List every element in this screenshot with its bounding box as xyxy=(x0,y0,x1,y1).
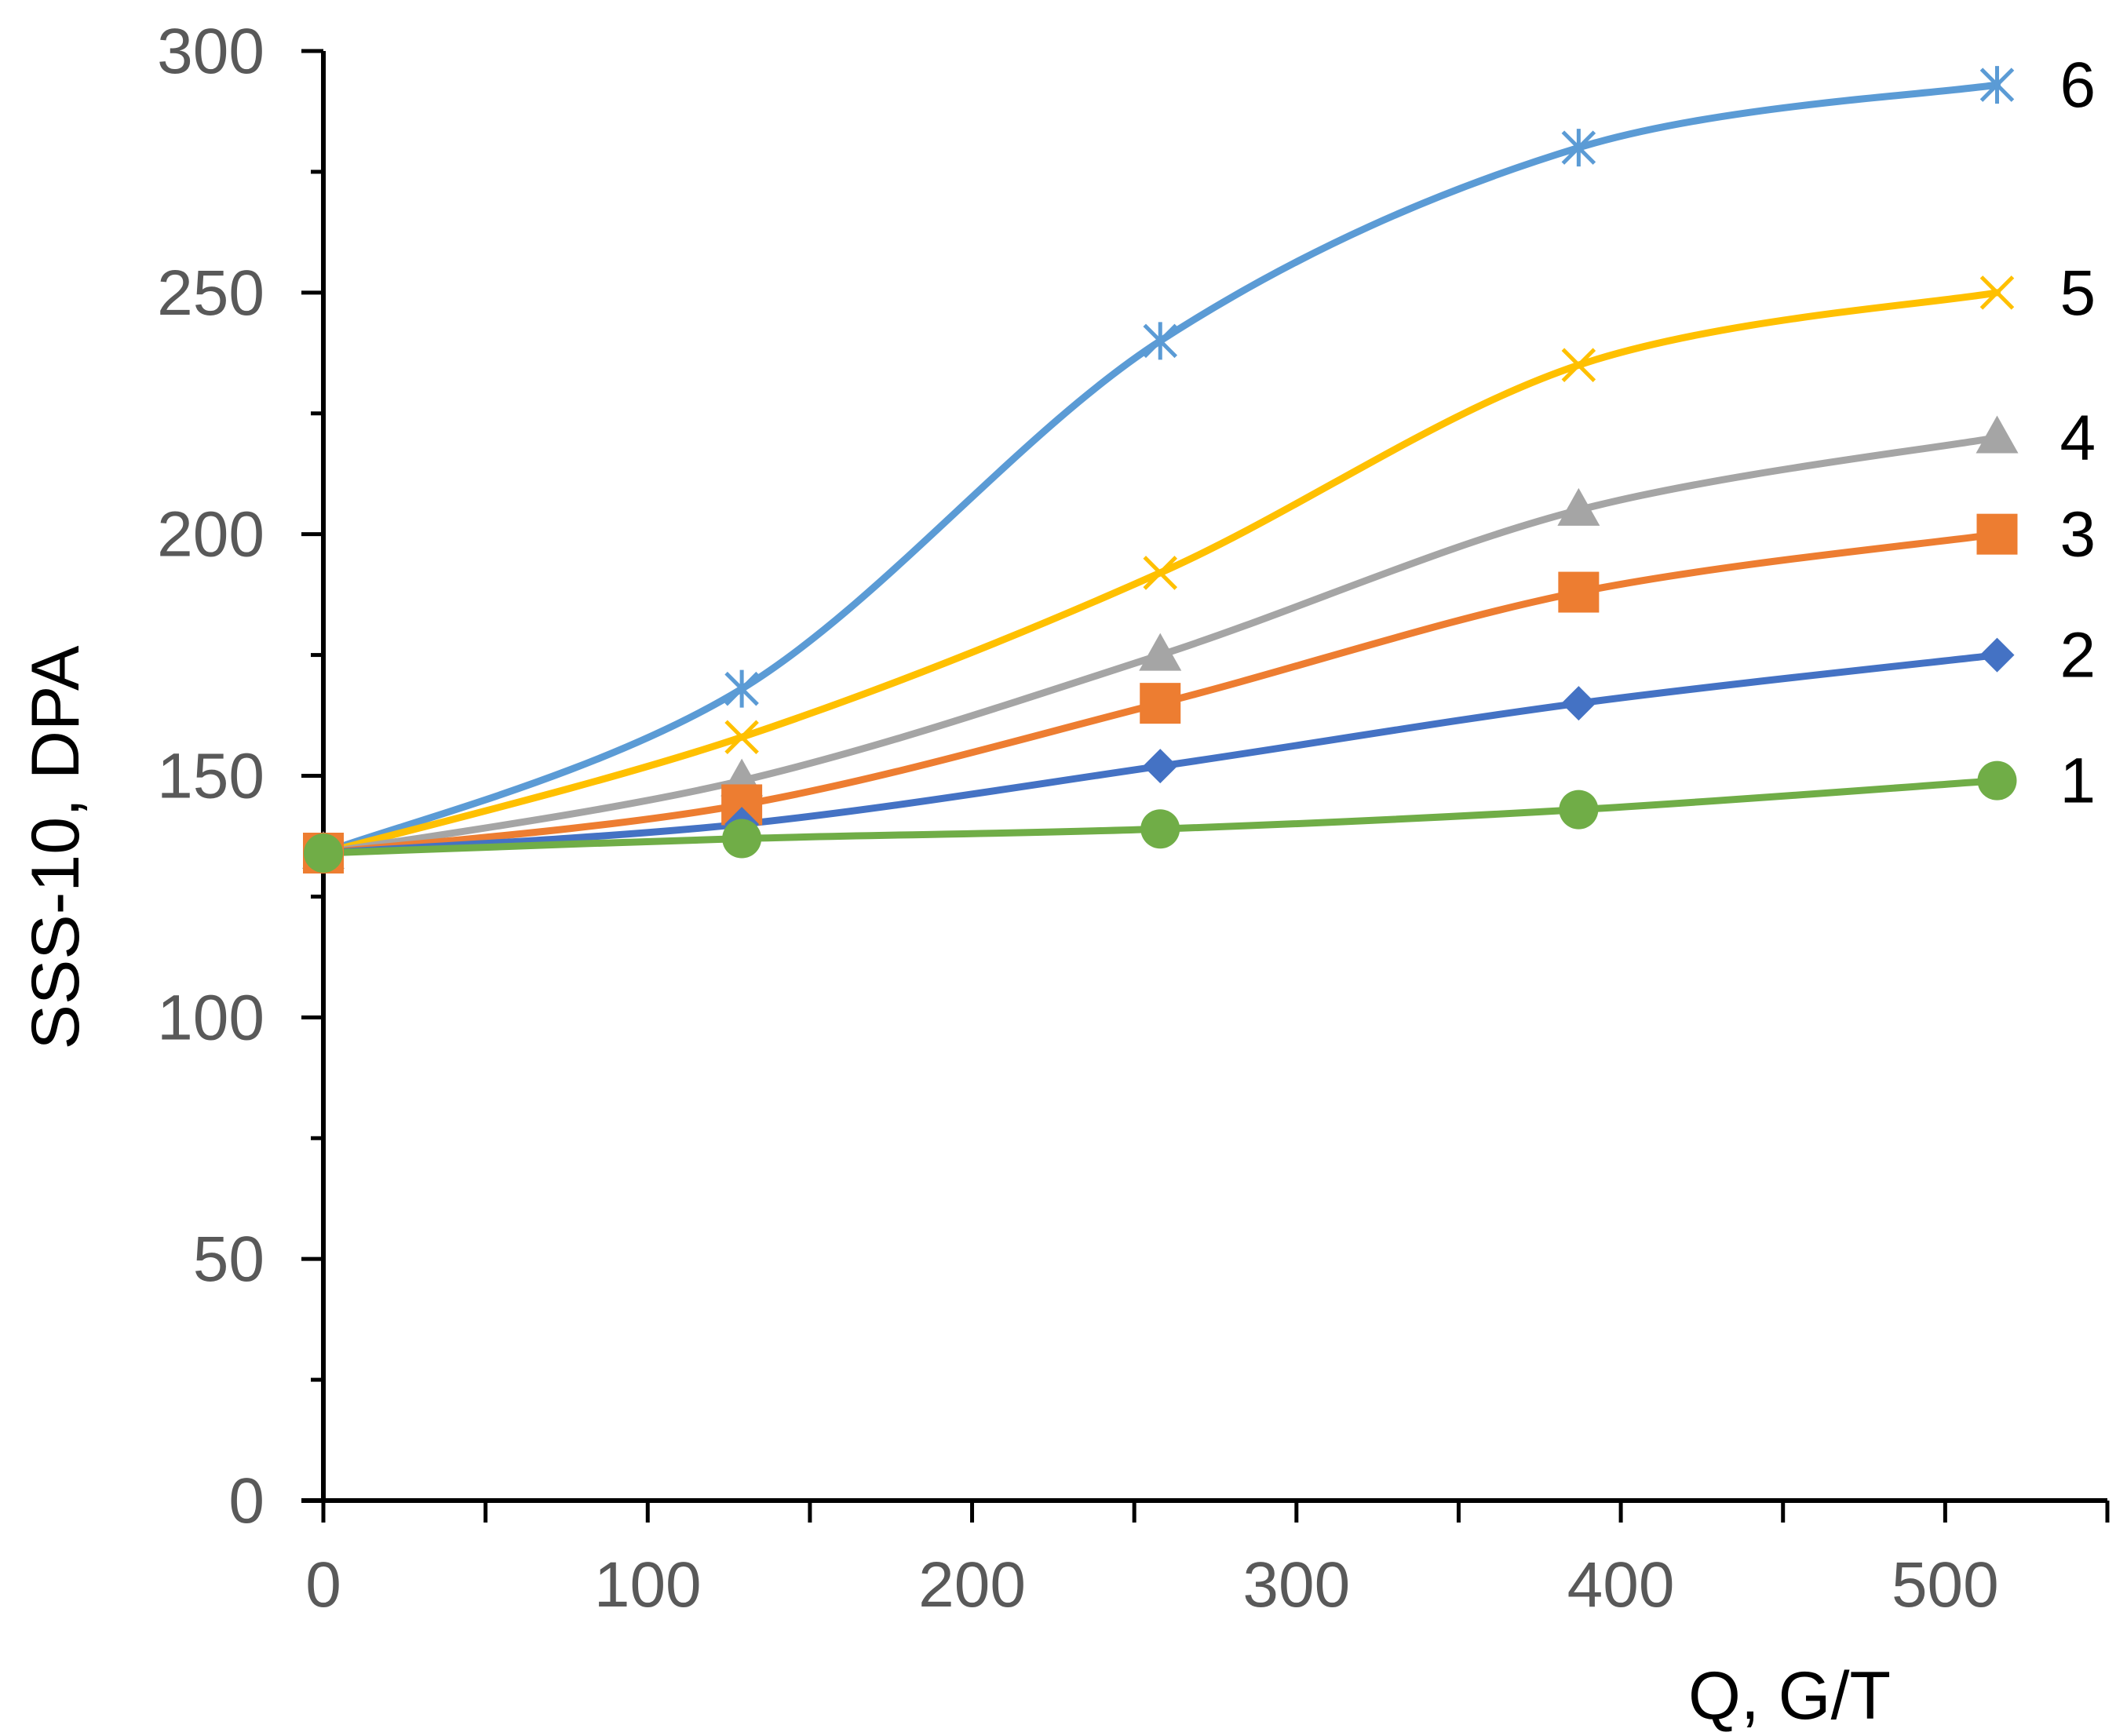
x-tick-label: 0 xyxy=(305,1549,341,1621)
series-labels: 1 2 3 4 5 6 xyxy=(2059,49,2096,817)
x-tick-label: 100 xyxy=(594,1549,702,1621)
marker-x-stroke xyxy=(724,720,759,755)
data-point xyxy=(1139,633,1182,671)
data-point xyxy=(1140,809,1180,849)
x-tick-label: 200 xyxy=(918,1549,1026,1621)
marker-square xyxy=(1140,683,1181,724)
marker-triangle xyxy=(1976,415,2019,454)
data-point xyxy=(1140,683,1181,724)
data-point xyxy=(1979,637,2015,673)
y-tick-label: 200 xyxy=(157,499,264,571)
series-label-1: 1 xyxy=(2059,746,2096,817)
marker-triangle xyxy=(1139,633,1182,671)
x-tick-label: 500 xyxy=(1892,1549,1999,1621)
series-lines xyxy=(319,81,2001,857)
marker-x-stroke xyxy=(1561,348,1596,382)
data-point xyxy=(722,819,762,859)
x-tick-label: 400 xyxy=(1567,1549,1675,1621)
marker-x-stroke xyxy=(1143,556,1178,590)
y-tick-label: 100 xyxy=(157,982,264,1053)
data-point xyxy=(1979,66,2015,104)
data-point xyxy=(304,833,343,873)
data-point xyxy=(1557,487,1600,526)
data-point xyxy=(724,720,759,755)
marker-circle xyxy=(304,833,343,873)
series-label-2: 2 xyxy=(2059,620,2096,691)
data-point xyxy=(1561,686,1596,721)
marker-triangle xyxy=(1557,487,1600,526)
data-point xyxy=(1143,556,1178,590)
data-point xyxy=(1977,760,2017,801)
x-axis-title: Q, G/T xyxy=(1688,1658,1891,1734)
series-label-5: 5 xyxy=(2059,257,2096,329)
data-point xyxy=(1561,129,1596,167)
data-point xyxy=(1976,415,2019,454)
marker-circle xyxy=(1977,760,2017,801)
axes: 0 50 100 150 200 250 300 0 100 200 300 400 500 xyxy=(157,16,2110,1621)
data-point xyxy=(1558,571,1600,613)
data-point xyxy=(1143,322,1178,360)
series-label-6: 6 xyxy=(2059,49,2096,121)
y-tick-label: 50 xyxy=(193,1224,264,1295)
data-point xyxy=(1976,513,2018,555)
series-label-4: 4 xyxy=(2059,403,2096,474)
x-tick-label: 300 xyxy=(1242,1549,1350,1621)
series-markers xyxy=(302,66,2019,874)
marker-diamond xyxy=(1979,637,2015,673)
data-point xyxy=(1979,275,2015,310)
marker-circle xyxy=(722,819,762,859)
y-tick-label: 0 xyxy=(228,1465,264,1537)
y-axis-title: SSS-10, DPA xyxy=(18,645,93,1049)
y-tick-label: 150 xyxy=(157,741,264,812)
marker-square xyxy=(1976,513,2018,555)
marker-diamond xyxy=(1561,686,1596,721)
marker-circle xyxy=(1559,790,1599,830)
y-tick-label: 250 xyxy=(157,257,264,329)
series-line-6 xyxy=(319,81,2001,857)
marker-diamond xyxy=(1143,749,1178,784)
marker-circle xyxy=(1140,809,1180,849)
series-label-3: 3 xyxy=(2059,499,2096,571)
data-point xyxy=(1143,749,1178,784)
marker-x-stroke xyxy=(1979,275,2015,310)
marker-square xyxy=(1558,571,1600,613)
data-point xyxy=(1561,348,1596,382)
data-point xyxy=(724,669,759,708)
data-point xyxy=(1559,790,1599,830)
y-tick-label: 300 xyxy=(157,16,264,87)
